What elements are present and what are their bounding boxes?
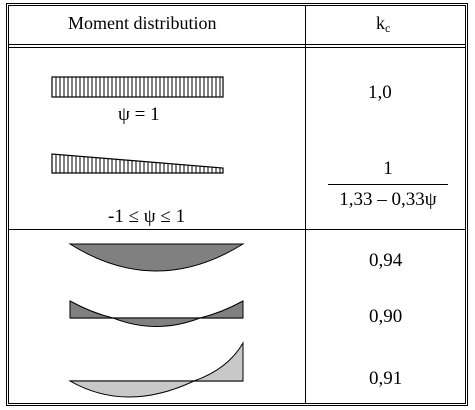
table-border-left — [6, 3, 7, 406]
kc-value-uniform: 1,0 — [368, 82, 392, 103]
header-kc-main: k — [376, 13, 385, 33]
table-border-bottom-inner — [8, 403, 466, 404]
kc-fraction: 1 1,33 – 0,33ψ — [328, 158, 448, 211]
kc-table: Moment distribution kc — [6, 3, 468, 406]
psi-equals-one-label: ψ = 1 — [118, 104, 160, 125]
parabolic-moment-diagram — [68, 243, 245, 272]
group-rule — [8, 229, 466, 230]
parabolic-end-moments-diagram — [69, 300, 244, 327]
table-border-right-inner — [465, 5, 466, 404]
header-rule-2 — [8, 47, 466, 48]
kc-fraction-numerator: 1 — [383, 158, 393, 179]
table-border-left-inner — [8, 5, 9, 404]
moment-diagrams — [51, 76, 245, 398]
header-kc: kc — [376, 14, 390, 34]
header-rule — [8, 44, 466, 45]
column-divider — [305, 5, 306, 404]
header-moment-distribution: Moment distribution — [68, 13, 217, 33]
kc-value-parabolic-end-moments: 0,90 — [369, 306, 403, 327]
table-border-top-inner — [8, 5, 466, 6]
table-border-right — [467, 3, 468, 406]
uniform-moment-diagram — [51, 76, 224, 98]
kc-value-parabolic: 0,94 — [369, 250, 403, 271]
table-border-top — [6, 3, 468, 4]
linear-moment-diagram — [51, 153, 224, 174]
table-border-bottom — [6, 405, 468, 406]
parabolic-one-end-moment-diagram — [68, 341, 244, 398]
header-kc-subscript: c — [385, 21, 391, 35]
psi-range-label: -1 ≤ ψ ≤ 1 — [108, 206, 186, 227]
kc-value-parabolic-one-end: 0,91 — [369, 368, 403, 389]
kc-fraction-denominator: 1,33 – 0,33ψ — [328, 184, 448, 211]
